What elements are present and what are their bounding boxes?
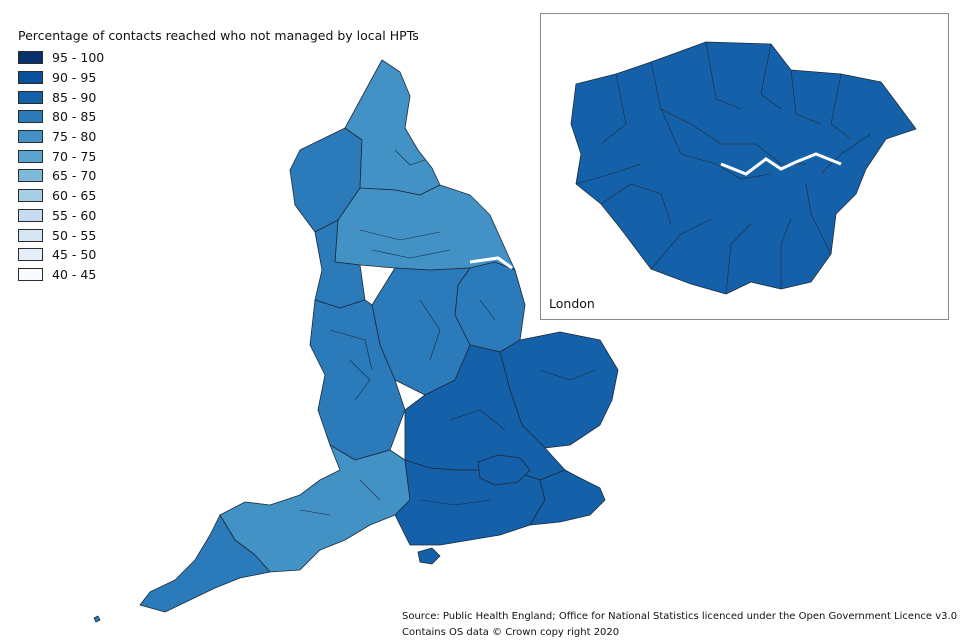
legend-item: 95 - 100	[18, 48, 419, 68]
legend-label: 75 - 80	[52, 129, 97, 145]
legend-swatch	[18, 169, 43, 183]
source-note: Source: Public Health England; Office fo…	[402, 609, 957, 641]
legend-item: 80 - 85	[18, 107, 419, 127]
region-west-midlands	[309, 299, 406, 461]
legend-item: 55 - 60	[18, 206, 419, 226]
legend-label: 60 - 65	[52, 188, 97, 204]
london-outer	[570, 41, 917, 295]
legend-item: 90 - 95	[18, 68, 419, 88]
legend-swatch	[18, 51, 43, 65]
legend-item: 65 - 70	[18, 166, 419, 186]
region-scilly	[93, 615, 101, 623]
legend-swatch	[18, 267, 43, 281]
legend-swatch	[18, 71, 43, 85]
legend-item: 70 - 75	[18, 146, 419, 166]
legend-item: 85 - 90	[18, 87, 419, 107]
source-line-1: Source: Public Health England; Office fo…	[402, 611, 958, 622]
legend-item: 45 - 50	[18, 245, 419, 265]
london-inset: London	[540, 13, 949, 320]
humber-estuary	[469, 256, 513, 270]
legend-swatch	[18, 130, 43, 144]
region-kent	[529, 469, 606, 526]
region-london	[477, 454, 531, 486]
legend-label: 65 - 70	[52, 168, 97, 184]
legend-label: 90 - 95	[52, 70, 97, 86]
legend-label: 70 - 75	[52, 148, 97, 164]
district-borders	[299, 149, 596, 516]
legend-item: 60 - 65	[18, 186, 419, 206]
legend-title: Percentage of contacts reached who not m…	[18, 28, 419, 43]
london-map	[570, 41, 917, 295]
legend-label: 45 - 50	[52, 247, 97, 263]
london-borough-borders	[575, 41, 872, 295]
legend-item: 75 - 80	[18, 127, 419, 147]
inset-label: London	[549, 296, 595, 311]
legend-label: 95 - 100	[52, 50, 105, 66]
legend-swatch	[18, 208, 43, 222]
legend-item: 50 - 55	[18, 225, 419, 245]
legend-swatch	[18, 189, 43, 203]
region-yorkshire	[334, 184, 516, 271]
legend-label: 85 - 90	[52, 89, 97, 105]
region-cornwall	[139, 514, 271, 613]
legend-swatch	[18, 90, 43, 104]
legend-label: 40 - 45	[52, 266, 97, 282]
legend-item: 40 - 45	[18, 265, 419, 285]
legend-label: 80 - 85	[52, 109, 97, 125]
thames-river	[720, 152, 842, 176]
legend-swatch	[18, 228, 43, 242]
source-line-2: Contains OS data © Crown copy right 2020	[402, 627, 620, 638]
region-isle-of-wight	[417, 547, 441, 565]
legend: Percentage of contacts reached who not m…	[18, 28, 419, 284]
legend-swatch	[18, 248, 43, 262]
legend-swatch	[18, 149, 43, 163]
legend-swatch	[18, 110, 43, 124]
legend-label: 50 - 55	[52, 227, 97, 243]
legend-rows: 95 - 100 90 - 95 85 - 90 80 - 85 75 - 80 70 -…	[18, 48, 419, 284]
legend-label: 55 - 60	[52, 207, 97, 223]
